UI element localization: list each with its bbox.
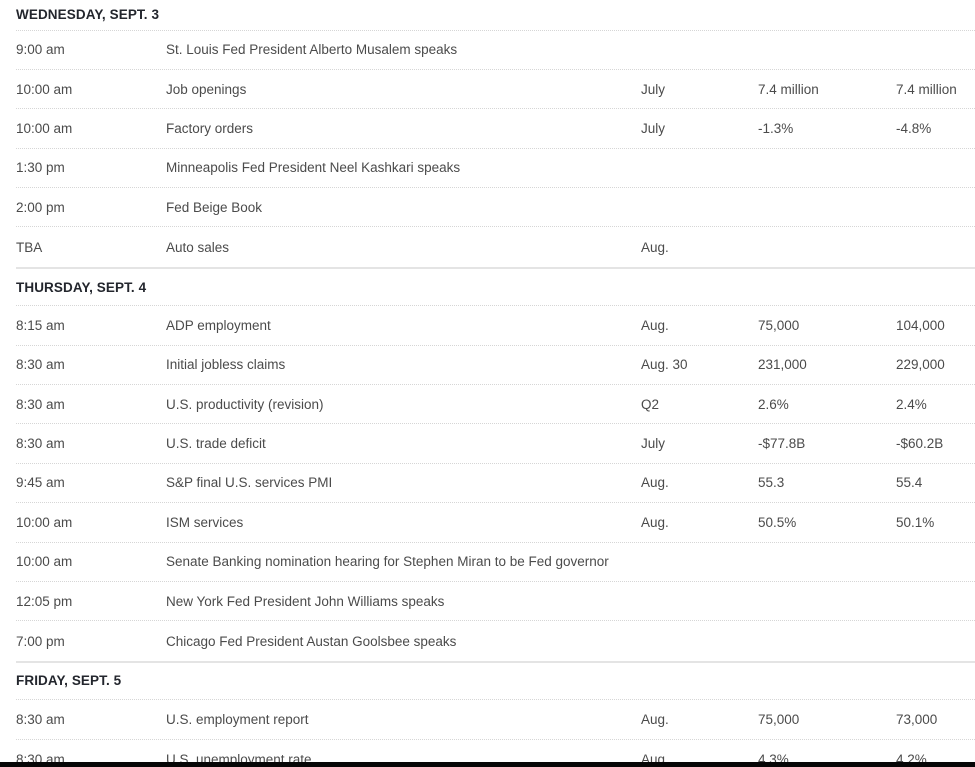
calendar-section: THURSDAY, SEPT. 4 8:15 am ADP employment…	[16, 266, 975, 661]
cell-previous: -$60.2B	[896, 436, 944, 452]
calendar-section: WEDNESDAY, SEPT. 3 9:00 am St. Louis Fed…	[16, 0, 975, 267]
table-row: 12:05 pm New York Fed President John Wil…	[16, 582, 975, 622]
table-row: 10:00 am Senate Banking nomination heari…	[16, 543, 975, 582]
cell-event: Minneapolis Fed President Neel Kashkari …	[166, 160, 461, 176]
cell-event: Senate Banking nomination hearing for St…	[166, 554, 609, 570]
cell-time: 7:00 pm	[16, 633, 65, 649]
table-row: 8:30 am U.S. trade deficit July -$77.8B …	[16, 424, 975, 464]
section-header: WEDNESDAY, SEPT. 3	[16, 0, 975, 31]
cell-forecast: 50.5%	[758, 514, 797, 530]
cell-time: 10:00 am	[16, 120, 73, 136]
cell-time: 8:30 am	[16, 357, 65, 373]
cell-period: Aug.	[641, 475, 669, 491]
cell-time: 8:30 am	[16, 396, 65, 412]
cell-event: S&P final U.S. services PMI	[166, 475, 333, 491]
cell-event: Chicago Fed President Austan Goolsbee sp…	[166, 633, 457, 649]
cell-time: 8:30 am	[16, 436, 65, 452]
cell-time: 2:00 pm	[16, 199, 65, 215]
cell-time: 9:45 am	[16, 475, 65, 491]
cell-time: 12:05 pm	[16, 593, 73, 609]
cell-forecast: 75,000	[758, 317, 800, 333]
section-header: THURSDAY, SEPT. 4	[16, 266, 975, 307]
cell-time: 1:30 pm	[16, 160, 65, 176]
cell-period: Aug.	[641, 514, 669, 530]
cell-event: U.S. employment report	[166, 711, 309, 727]
cell-forecast: 55.3	[758, 475, 785, 491]
cell-event: St. Louis Fed President Alberto Musalem …	[166, 42, 458, 58]
cell-time: 10:00 am	[16, 554, 73, 570]
cell-forecast: 7.4 million	[758, 81, 819, 97]
cell-event: ADP employment	[166, 317, 271, 333]
cell-previous: 229,000	[896, 357, 945, 373]
cell-forecast: 231,000	[758, 357, 807, 373]
table-row: 8:30 am U.S. employment report Aug. 75,0…	[16, 700, 975, 740]
table-row: 8:15 am ADP employment Aug. 75,000 104,0…	[16, 306, 975, 346]
cell-time: 10:00 am	[16, 514, 73, 530]
table-row: 9:45 am S&P final U.S. services PMI Aug.…	[16, 464, 975, 504]
table-row: 8:30 am Initial jobless claims Aug. 30 2…	[16, 346, 975, 386]
table-row: TBA Auto sales Aug.	[16, 227, 975, 266]
cell-time: 10:00 am	[16, 81, 73, 97]
calendar-section: FRIDAY, SEPT. 5 8:30 am U.S. employment …	[16, 660, 975, 767]
cell-period: Q2	[641, 396, 660, 412]
cell-period: Aug. 30	[641, 357, 688, 373]
cell-period: Aug.	[641, 711, 669, 727]
cell-previous: -4.8%	[896, 120, 932, 136]
table-row: 7:00 pm Chicago Fed President Austan Goo…	[16, 621, 975, 660]
cell-previous: 50.1%	[896, 514, 935, 530]
cell-time: 8:15 am	[16, 317, 65, 333]
table-row: 10:00 am Factory orders July -1.3% -4.8%	[16, 109, 975, 149]
table-row: 10:00 am ISM services Aug. 50.5% 50.1%	[16, 503, 975, 543]
cell-period: Aug.	[641, 317, 669, 333]
cell-forecast: -$77.8B	[758, 436, 806, 452]
table-row: 10:00 am Job openings July 7.4 million 7…	[16, 70, 975, 110]
cell-forecast: 75,000	[758, 711, 800, 727]
cell-previous: 7.4 million	[896, 81, 957, 97]
cell-previous: 55.4	[896, 475, 923, 491]
table-row: 1:30 pm Minneapolis Fed President Neel K…	[16, 149, 975, 189]
cell-period: July	[641, 436, 666, 452]
cell-period: July	[641, 81, 666, 97]
table-row: 9:00 am St. Louis Fed President Alberto …	[16, 31, 975, 70]
cell-event: Auto sales	[166, 239, 230, 255]
cell-event: U.S. productivity (revision)	[166, 396, 324, 412]
cell-previous: 104,000	[896, 317, 945, 333]
cell-event: Fed Beige Book	[166, 199, 263, 215]
cell-event: Initial jobless claims	[166, 357, 286, 373]
cell-event: ISM services	[166, 514, 244, 530]
cell-event: Factory orders	[166, 120, 254, 136]
table-row: 2:00 pm Fed Beige Book	[16, 188, 975, 228]
section-header: FRIDAY, SEPT. 5	[16, 660, 975, 701]
cell-time: 9:00 am	[16, 42, 65, 58]
cell-forecast: -1.3%	[758, 120, 794, 136]
cell-event: Job openings	[166, 81, 247, 97]
cell-event: New York Fed President John Williams spe…	[166, 593, 445, 609]
cell-period: July	[641, 120, 666, 136]
cell-forecast: 2.6%	[758, 396, 789, 412]
cell-previous: 73,000	[896, 711, 938, 727]
cell-previous: 2.4%	[896, 396, 927, 412]
cell-period: Aug.	[641, 239, 669, 255]
cell-event: U.S. trade deficit	[166, 436, 266, 452]
table-row: 8:30 am U.S. productivity (revision) Q2 …	[16, 385, 975, 425]
bottom-bar	[0, 762, 975, 767]
cell-time: TBA	[16, 239, 43, 255]
cell-time: 8:30 am	[16, 711, 65, 727]
